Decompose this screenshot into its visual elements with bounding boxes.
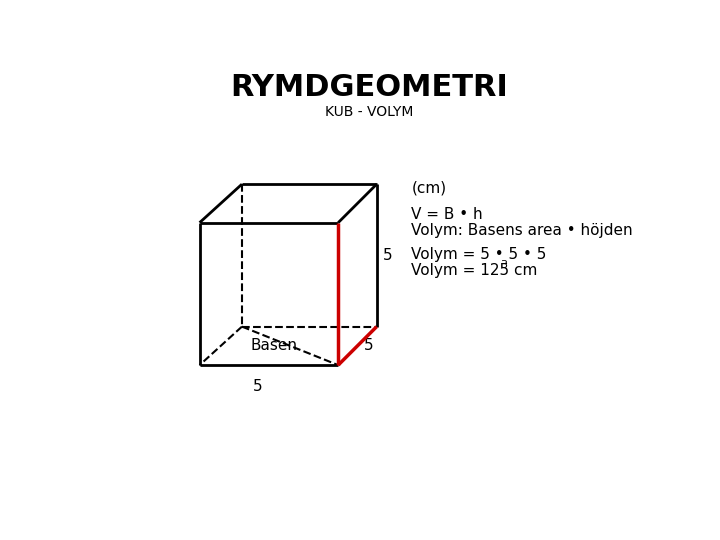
- Polygon shape: [199, 327, 377, 365]
- Text: 5: 5: [364, 339, 373, 353]
- Text: (cm): (cm): [411, 180, 446, 195]
- Text: 5: 5: [253, 379, 262, 394]
- Polygon shape: [199, 184, 377, 222]
- Polygon shape: [199, 222, 338, 365]
- Text: KUB - VOLYM: KUB - VOLYM: [325, 105, 413, 119]
- Text: 5: 5: [383, 248, 392, 263]
- Text: V = B • h: V = B • h: [411, 207, 483, 222]
- Text: 3: 3: [500, 260, 507, 269]
- Polygon shape: [338, 184, 377, 365]
- Text: RYMDGEOMETRI: RYMDGEOMETRI: [230, 72, 508, 102]
- Text: Volym: Basens area • höjden: Volym: Basens area • höjden: [411, 222, 633, 238]
- Text: Basen: Basen: [251, 339, 297, 353]
- Text: Volym = 5 • 5 • 5: Volym = 5 • 5 • 5: [411, 247, 546, 262]
- Text: Volym = 125 cm: Volym = 125 cm: [411, 262, 538, 278]
